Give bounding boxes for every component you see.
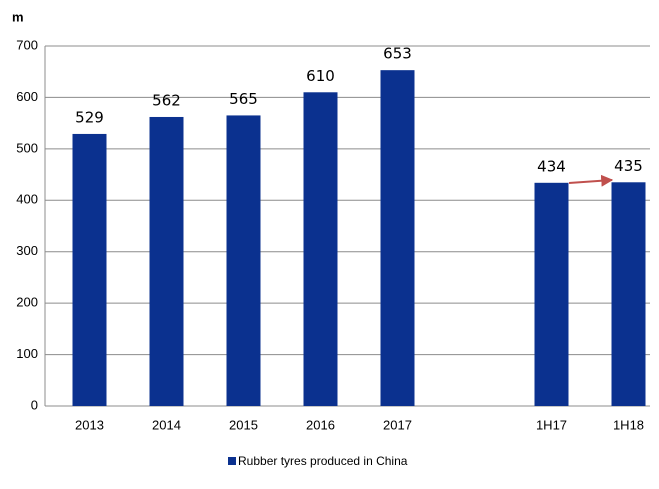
x-tick-label: 2013 xyxy=(75,417,104,432)
value-label: 434 xyxy=(537,157,566,175)
value-label: 653 xyxy=(383,45,412,63)
y-tick-label: 500 xyxy=(16,140,38,155)
value-label: 610 xyxy=(306,67,335,85)
x-tick-label: 2017 xyxy=(383,417,412,432)
value-label: 529 xyxy=(75,108,104,126)
bar xyxy=(226,115,261,406)
x-tick-label: 2016 xyxy=(306,417,335,432)
bar xyxy=(149,116,184,406)
legend-swatch xyxy=(228,457,236,465)
value-label: 562 xyxy=(152,91,181,109)
value-label: 435 xyxy=(614,157,643,175)
y-tick-label: 400 xyxy=(16,192,38,207)
trend-arrow xyxy=(568,174,614,187)
bar xyxy=(72,133,107,406)
x-tick-label: 2014 xyxy=(152,417,181,432)
x-tick-label: 1H17 xyxy=(536,417,567,432)
bar xyxy=(380,70,415,407)
y-tick-label: 700 xyxy=(16,37,38,52)
y-tick-label: 200 xyxy=(16,295,38,310)
y-tick-label: 600 xyxy=(16,89,38,104)
y-tick-label: 100 xyxy=(16,346,38,361)
bar xyxy=(611,182,646,406)
y-tick-label: 0 xyxy=(31,397,38,412)
legend-label: Rubber tyres produced in China xyxy=(238,454,408,468)
value-label: 565 xyxy=(229,90,258,108)
y-tick-label: 300 xyxy=(16,243,38,258)
y-axis-label: m xyxy=(12,9,24,24)
x-tick-label: 1H18 xyxy=(613,417,644,432)
x-tick-label: 2015 xyxy=(229,417,258,432)
bar xyxy=(303,92,338,407)
bar xyxy=(534,182,569,406)
